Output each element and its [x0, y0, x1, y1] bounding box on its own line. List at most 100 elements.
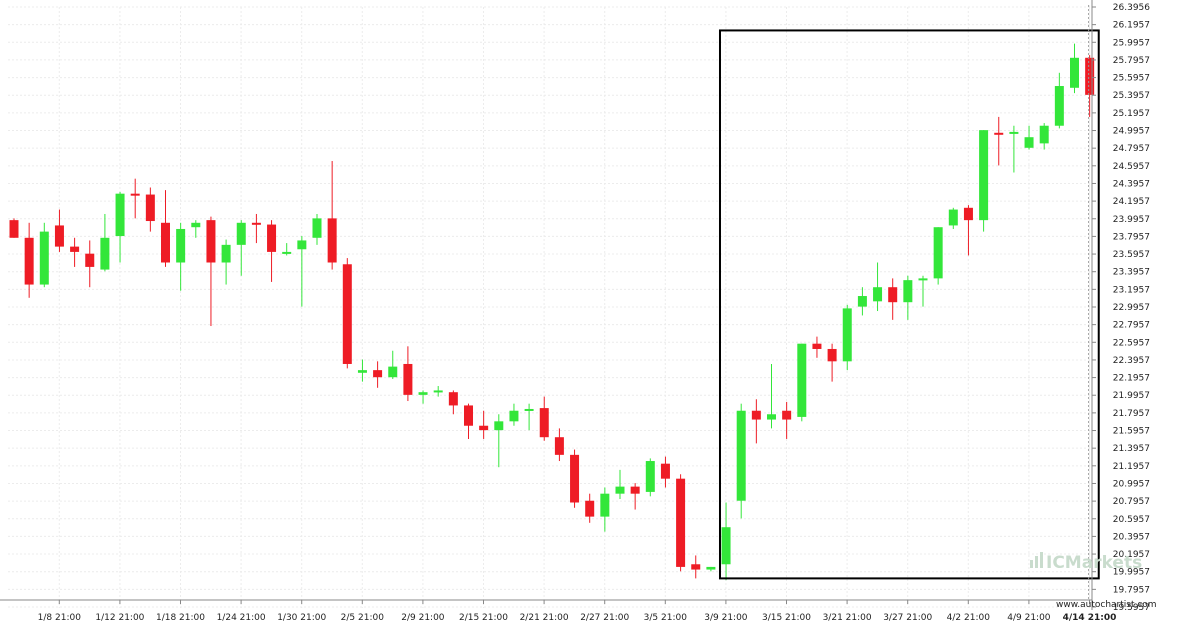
candle-up	[115, 191, 125, 263]
candle-up	[236, 220, 246, 276]
candle-body	[994, 132, 1004, 135]
candle-body	[1085, 57, 1095, 95]
y-tick-label: 21.1957	[1113, 462, 1150, 472]
y-tick-label: 20.5957	[1113, 515, 1150, 525]
y-tick-label: 22.5957	[1113, 338, 1150, 348]
x-tick-label: 3/27 21:00	[883, 613, 932, 623]
candle-body	[479, 425, 489, 431]
candle-up	[842, 304, 852, 371]
candle-up	[1070, 43, 1079, 94]
y-tick-label: 25.1957	[1113, 109, 1150, 119]
x-tick-label: 3/21 21:00	[823, 613, 872, 623]
x-tick-label: 2/27 21:00	[580, 613, 629, 623]
candle-body	[342, 264, 352, 364]
candle-body	[918, 278, 928, 281]
candle-body	[1070, 57, 1079, 88]
candle-up	[100, 213, 110, 272]
candle-body	[1024, 137, 1034, 148]
candle-down	[963, 205, 973, 256]
candle-body	[751, 410, 761, 420]
y-tick-label: 23.9957	[1113, 215, 1150, 225]
candle-down	[660, 456, 670, 488]
x-tick-label: 4/2 21:00	[947, 613, 991, 623]
candle-up	[39, 222, 49, 288]
y-tick-label: 24.9957	[1113, 127, 1150, 137]
x-tick-label: 3/9 21:00	[704, 613, 748, 623]
candle-down	[676, 474, 686, 572]
candle-body	[464, 405, 473, 426]
candle-up	[979, 130, 989, 232]
candle-up	[1054, 72, 1064, 129]
y-tick-label: 21.3957	[1113, 444, 1150, 454]
candle-up	[1024, 125, 1034, 150]
candle-body	[539, 408, 549, 438]
candle-body	[403, 363, 413, 395]
candle-body	[70, 246, 80, 252]
y-tick-label: 20.9957	[1113, 479, 1150, 489]
candle-down	[327, 161, 337, 270]
y-tick-label: 21.7957	[1113, 409, 1150, 419]
candle-up	[176, 222, 186, 291]
candle-down	[24, 222, 34, 298]
candle-down	[342, 258, 352, 369]
candle-body	[827, 348, 837, 362]
y-tick-label: 23.5957	[1113, 250, 1150, 260]
candle-down	[373, 361, 383, 388]
candle-body	[373, 370, 383, 378]
candle-down	[9, 218, 19, 238]
candle-body	[312, 218, 322, 238]
candle-body	[721, 527, 731, 565]
candle-up	[933, 227, 943, 285]
candle-down	[888, 278, 898, 320]
candle-up	[297, 236, 307, 307]
x-tick-label: 1/30 21:00	[277, 613, 326, 623]
candle-up	[918, 275, 928, 307]
candle-down	[539, 396, 549, 441]
candle-down	[554, 428, 564, 462]
candle-down	[585, 493, 595, 523]
candle-up	[433, 386, 443, 397]
candle-up	[494, 414, 504, 468]
candle-down	[130, 178, 140, 219]
x-tick-label: 1/18 21:00	[156, 613, 205, 623]
candle-body	[9, 220, 19, 238]
candle-body	[736, 410, 746, 501]
y-tick-label: 20.1957	[1113, 550, 1150, 560]
y-tick-label: 22.7957	[1113, 321, 1150, 331]
y-tick-label: 21.9957	[1113, 391, 1150, 401]
candle-up	[721, 502, 731, 581]
y-tick-label: 25.9957	[1113, 38, 1150, 48]
candle-body	[282, 251, 292, 254]
candle-up	[1039, 123, 1049, 150]
candle-down	[54, 209, 64, 252]
y-tick-label: 22.3957	[1113, 356, 1150, 366]
candle-down	[1085, 55, 1095, 117]
y-tick-label: 19.9957	[1113, 568, 1150, 578]
candle-up	[418, 390, 428, 404]
candles-group	[9, 43, 1095, 581]
x-tick-label: 2/5 21:00	[341, 613, 385, 623]
y-tick-label: 19.7957	[1113, 585, 1150, 595]
candle-up	[191, 220, 201, 238]
candle-body	[767, 414, 776, 420]
watermark-brand: ICMarkets	[1046, 553, 1142, 573]
candle-up	[706, 566, 716, 572]
candle-body	[85, 253, 95, 267]
candle-up	[388, 350, 398, 379]
y-tick-label: 24.5957	[1113, 162, 1150, 172]
candle-down	[206, 216, 216, 327]
candle-body	[191, 222, 201, 228]
candle-down	[145, 187, 155, 232]
candle-down	[691, 555, 701, 579]
candle-down	[161, 190, 170, 267]
candle-down	[448, 390, 458, 415]
y-tick-label: 26.1957	[1113, 21, 1150, 31]
candle-down	[479, 410, 489, 439]
candle-body	[206, 220, 216, 263]
candle-body	[161, 222, 170, 263]
candle-up	[948, 207, 958, 229]
candle-down	[403, 346, 413, 402]
candle-body	[1039, 125, 1049, 144]
candle-up	[797, 343, 807, 422]
candle-body	[388, 366, 398, 378]
